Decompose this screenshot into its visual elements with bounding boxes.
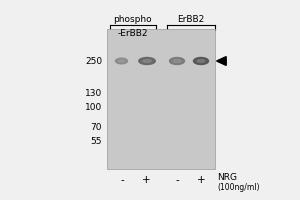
- Text: -: -: [175, 175, 179, 185]
- Text: phospho: phospho: [113, 15, 152, 24]
- Text: 55: 55: [91, 136, 102, 146]
- Text: -ErBB2: -ErBB2: [118, 29, 148, 38]
- Text: 70: 70: [91, 123, 102, 132]
- Text: +: +: [142, 175, 151, 185]
- Text: (100ng/ml): (100ng/ml): [218, 182, 260, 192]
- Text: -: -: [121, 175, 124, 185]
- Text: 100: 100: [85, 102, 102, 112]
- Text: ErBB2: ErBB2: [177, 15, 204, 24]
- Text: 130: 130: [85, 88, 102, 98]
- Text: 250: 250: [85, 56, 102, 66]
- Text: +: +: [197, 175, 205, 185]
- Text: NRG: NRG: [218, 172, 238, 182]
